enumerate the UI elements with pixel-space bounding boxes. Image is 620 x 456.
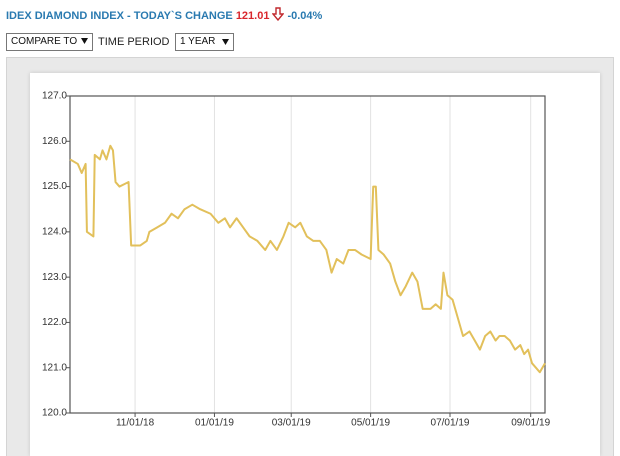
header: IDEX DIAMOND INDEX - TODAY`S CHANGE 121.… [6,7,322,22]
dropdown-caret [222,39,229,45]
period-value: 1 YEAR [180,36,216,47]
period-dropdown[interactable]: 1 YEAR [175,33,234,51]
y-tick-label: 121.0 [42,362,67,373]
y-tick-label: 124.0 [42,226,67,237]
compare-dropdown[interactable]: COMPARE TO [6,33,94,51]
y-tick-label: 120.0 [42,408,67,419]
x-tick-label: 01/01/19 [195,418,234,429]
index-change: -0.04% [287,10,323,22]
plot-frame [69,95,546,414]
down-arrow-icon [271,7,285,22]
price-line [69,144,546,374]
index-value: 121.01 [235,10,270,22]
time-period-label: TIME PERIOD [98,36,170,48]
x-tick-label: 11/01/18 [116,418,155,429]
x-tick-label: 05/01/19 [351,418,390,429]
x-tick-label: 07/01/19 [431,418,470,429]
y-tick-label: 125.0 [42,181,67,192]
index-title: IDEX DIAMOND INDEX - TODAY`S CHANGE [6,10,233,22]
compare-label: COMPARE TO [11,36,78,47]
dropdown-caret [81,38,89,44]
y-tick-label: 123.0 [42,272,67,283]
x-tick-label: 03/01/19 [272,418,311,429]
chart-card [30,73,600,456]
y-tick-label: 127.0 [42,91,67,102]
y-tick-label: 122.0 [42,317,67,328]
y-tick-label: 126.0 [42,136,67,147]
x-tick-label: 09/01/19 [511,418,550,429]
